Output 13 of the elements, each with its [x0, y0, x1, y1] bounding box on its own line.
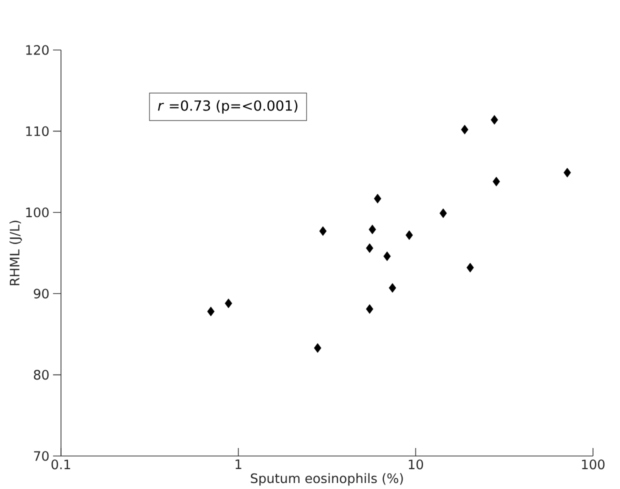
- x-tick-label: 1: [236, 460, 242, 469]
- x-tick-label: 0.1: [52, 460, 70, 470]
- y-tick-label: 120: [26, 45, 49, 55]
- y-tick-label: 70: [34, 451, 49, 461]
- x-tick-label: 100: [582, 460, 604, 470]
- x-tick-label: 10: [408, 460, 424, 470]
- y-axis-title: RHML (J/L): [9, 220, 22, 286]
- x-axis-title: Sputum eosinophils (%): [250, 473, 403, 486]
- y-tick-label: 110: [26, 126, 49, 136]
- y-tick-label: 100: [26, 208, 49, 218]
- y-tick-label: 90: [34, 288, 49, 299]
- y-tick-label: 80: [34, 370, 49, 380]
- annotation: r =0.73 (p=<0.001): [158, 100, 298, 114]
